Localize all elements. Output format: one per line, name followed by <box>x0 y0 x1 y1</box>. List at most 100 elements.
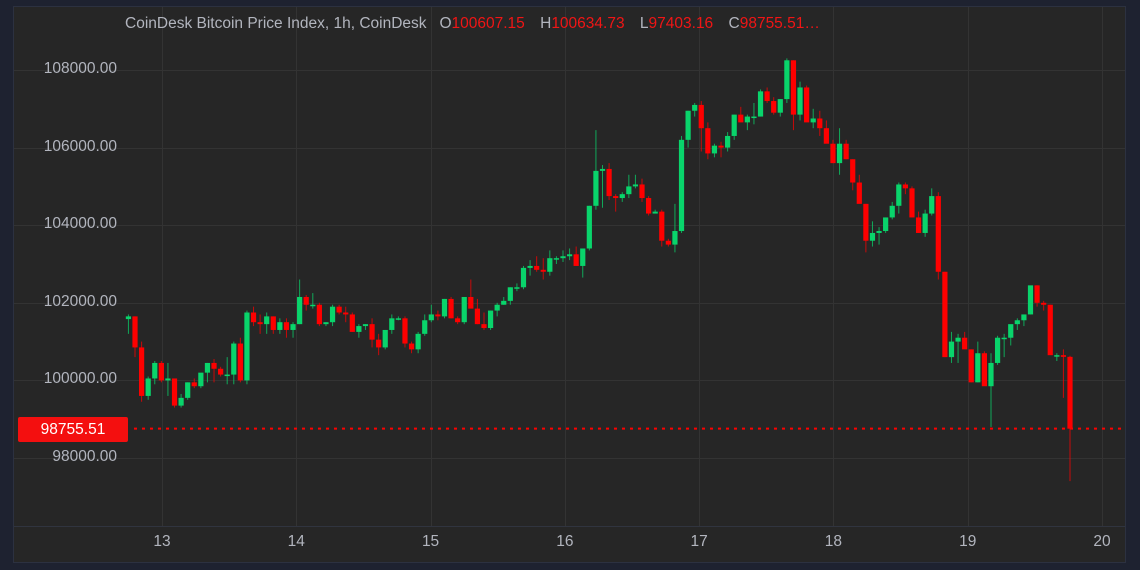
candle[interactable] <box>448 296 454 319</box>
candle[interactable] <box>889 201 895 220</box>
candle[interactable] <box>316 302 322 327</box>
candle[interactable] <box>731 114 737 140</box>
candle[interactable] <box>415 331 421 354</box>
candle[interactable] <box>902 182 908 195</box>
candle[interactable] <box>1060 349 1067 398</box>
candle[interactable] <box>376 333 382 356</box>
candle[interactable] <box>461 296 467 325</box>
candle[interactable] <box>863 203 869 253</box>
candle[interactable] <box>843 139 849 160</box>
candle[interactable] <box>777 99 783 117</box>
candle[interactable] <box>158 361 164 383</box>
candle[interactable] <box>231 341 237 385</box>
candle[interactable] <box>981 351 988 387</box>
plot-area[interactable] <box>14 7 1125 526</box>
candle[interactable] <box>198 372 204 389</box>
candle[interactable] <box>935 192 941 280</box>
candle[interactable] <box>408 341 415 354</box>
candle[interactable] <box>790 60 797 131</box>
candle[interactable] <box>817 110 823 136</box>
candle[interactable] <box>632 174 639 189</box>
candle[interactable] <box>481 312 487 330</box>
candle[interactable] <box>422 314 428 336</box>
candle[interactable] <box>468 279 474 309</box>
candle[interactable] <box>645 196 652 216</box>
candle[interactable] <box>738 106 744 123</box>
candle[interactable] <box>257 314 263 334</box>
candle[interactable] <box>349 312 355 332</box>
candle[interactable] <box>428 304 434 323</box>
candle[interactable] <box>507 287 513 305</box>
candle[interactable] <box>1008 324 1014 346</box>
candle[interactable] <box>744 114 750 131</box>
candle[interactable] <box>277 318 283 334</box>
candle[interactable] <box>725 132 731 152</box>
candle[interactable] <box>599 165 606 208</box>
candle[interactable] <box>639 178 645 202</box>
candle[interactable] <box>455 316 461 325</box>
candle[interactable] <box>619 192 625 202</box>
candle[interactable] <box>797 81 803 121</box>
candle[interactable] <box>665 238 671 247</box>
candle[interactable] <box>836 128 843 175</box>
candle[interactable] <box>520 265 527 290</box>
candle[interactable] <box>165 362 171 396</box>
candle[interactable] <box>955 333 961 363</box>
candle[interactable] <box>474 298 481 325</box>
candle[interactable] <box>929 188 935 216</box>
candle[interactable] <box>1001 333 1007 358</box>
candle[interactable] <box>698 101 704 152</box>
time-axis[interactable] <box>14 526 1125 564</box>
candle[interactable] <box>250 306 257 327</box>
candle[interactable] <box>1034 285 1040 307</box>
candle[interactable] <box>303 295 309 311</box>
candle[interactable] <box>771 97 777 115</box>
candle[interactable] <box>218 366 224 377</box>
candle[interactable] <box>547 250 553 276</box>
candle[interactable] <box>586 205 592 251</box>
candle[interactable] <box>336 304 342 315</box>
candle[interactable] <box>527 260 533 276</box>
candle[interactable] <box>685 110 691 148</box>
candle[interactable] <box>125 314 132 334</box>
candle[interactable] <box>237 337 243 383</box>
candle[interactable] <box>1014 318 1020 330</box>
candle[interactable] <box>606 163 612 200</box>
candle[interactable] <box>659 209 665 247</box>
candle[interactable] <box>435 310 441 321</box>
candle[interactable] <box>988 353 994 427</box>
candle[interactable] <box>869 221 876 247</box>
candle[interactable] <box>560 250 566 263</box>
candle[interactable] <box>132 316 138 358</box>
candle[interactable] <box>876 227 882 245</box>
candle[interactable] <box>540 258 546 280</box>
candle[interactable] <box>856 174 862 204</box>
candle[interactable] <box>566 248 573 261</box>
candle[interactable] <box>830 139 836 164</box>
candle[interactable] <box>283 318 290 338</box>
candle[interactable] <box>883 217 889 233</box>
candle[interactable] <box>494 302 500 317</box>
candle[interactable] <box>1041 300 1047 311</box>
candle[interactable] <box>942 271 948 358</box>
candle[interactable] <box>711 143 718 158</box>
candle[interactable] <box>145 376 151 400</box>
candle[interactable] <box>948 331 955 363</box>
candle[interactable] <box>784 58 790 103</box>
candle[interactable] <box>264 312 270 334</box>
candle[interactable] <box>968 349 974 383</box>
candle[interactable] <box>573 246 579 266</box>
candle[interactable] <box>487 310 494 330</box>
candle[interactable] <box>323 322 329 327</box>
candle[interactable] <box>896 182 902 214</box>
candle[interactable] <box>402 316 408 348</box>
candle[interactable] <box>290 322 296 338</box>
candle[interactable] <box>850 159 856 191</box>
candle[interactable] <box>705 122 711 160</box>
candle[interactable] <box>626 174 632 199</box>
candle[interactable] <box>297 279 303 325</box>
candle[interactable] <box>389 314 395 334</box>
candle[interactable] <box>501 296 507 305</box>
candle[interactable] <box>191 378 197 389</box>
candle[interactable] <box>224 357 230 385</box>
